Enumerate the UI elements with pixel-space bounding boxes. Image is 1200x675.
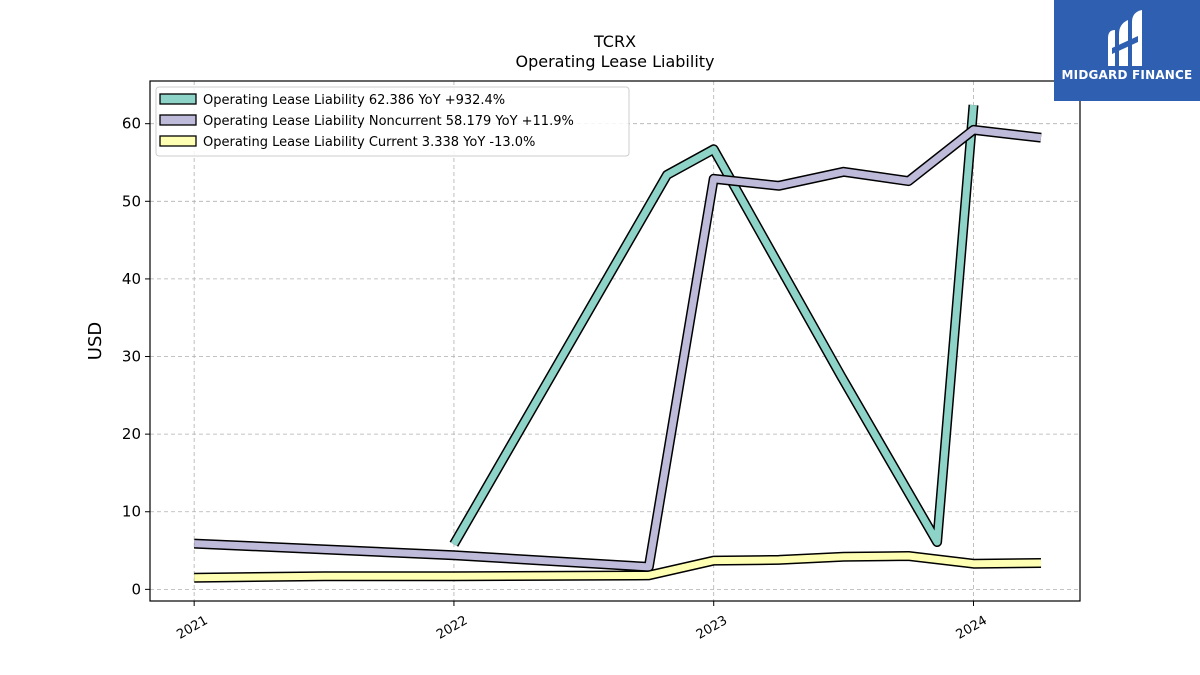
legend-item: Operating Lease Liability 62.386 YoY +93… [159, 93, 505, 108]
x-axis-ticks: 2021 2022 2023 2024 [174, 601, 990, 643]
series-stroke [194, 126, 1042, 571]
legend-label: Operating Lease Liability Current 3.338 … [203, 135, 535, 150]
logo-text: MIDGARD FINANCE [1061, 68, 1193, 82]
y-axis-ticks: 0 10 20 30 40 50 60 [122, 115, 150, 598]
legend-swatch [159, 135, 197, 147]
series-layer [193, 104, 1042, 583]
chart-title: TCRX [593, 32, 636, 51]
midgard-finance-logo: MIDGARD FINANCE [1054, 0, 1200, 101]
series-stroke [194, 552, 1042, 582]
y-tick-label: 60 [122, 115, 141, 133]
y-tick-label: 50 [122, 192, 141, 210]
y-tick-label: 10 [122, 503, 141, 521]
y-axis-label: USD [85, 322, 106, 360]
y-tick-label: 40 [122, 270, 141, 288]
x-tick-label: 2022 [434, 613, 470, 643]
legend-swatch [159, 114, 197, 126]
plot-frame [149, 80, 1081, 602]
series-line-2 [193, 124, 1042, 572]
series-stroke [450, 104, 977, 547]
logo-mark-icon [1108, 10, 1142, 66]
legend-box [155, 86, 630, 157]
legend-swatch [159, 93, 197, 105]
legend-item: Operating Lease Liability Noncurrent 58.… [159, 114, 574, 129]
legend: Operating Lease Liability 62.386 YoY +93… [155, 86, 630, 157]
series-line-3 [194, 551, 1042, 583]
series-line-1 [449, 104, 979, 547]
series-outline [449, 104, 979, 547]
legend-label: Operating Lease Liability Noncurrent 58.… [203, 114, 574, 129]
legend-item: Operating Lease Liability Current 3.338 … [159, 135, 535, 150]
y-tick-label: 30 [122, 348, 141, 366]
y-tick-label: 0 [131, 580, 141, 598]
x-tick-label: 2021 [174, 613, 210, 643]
x-tick-label: 2024 [954, 613, 990, 643]
legend-label: Operating Lease Liability 62.386 YoY +93… [203, 93, 505, 108]
chart-subtitle: Operating Lease Liability [515, 52, 714, 71]
x-tick-label: 2023 [694, 613, 730, 643]
y-tick-label: 20 [122, 425, 141, 443]
